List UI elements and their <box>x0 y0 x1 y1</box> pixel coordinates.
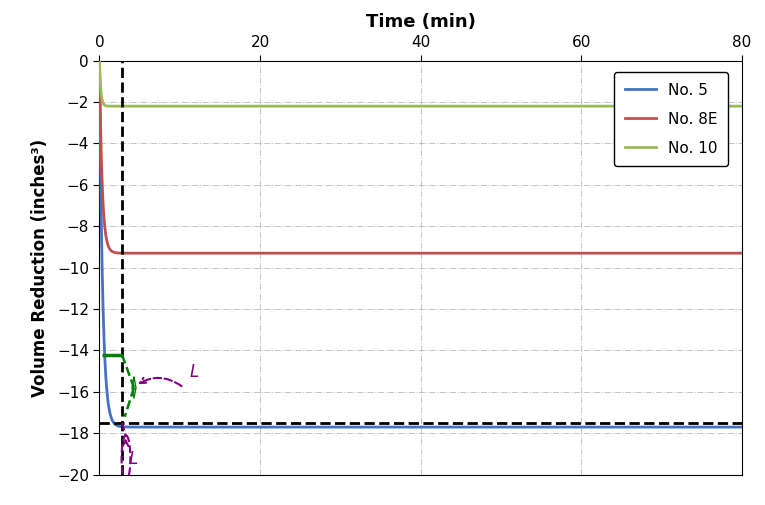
No. 5 <box>623 424 633 430</box>
No. 10 <box>513 103 522 109</box>
Line: No. 8E: No. 8E <box>99 61 742 253</box>
No. 8E <box>623 250 633 256</box>
No. 8E <box>95 58 104 64</box>
No. 5 <box>212 424 221 430</box>
Y-axis label: Volume Reduction (inches³): Volume Reduction (inches³) <box>31 138 48 397</box>
Text: $L$: $L$ <box>190 365 200 381</box>
Line: No. 5: No. 5 <box>99 61 742 427</box>
No. 10 <box>95 58 104 64</box>
No. 10 <box>737 103 747 109</box>
No. 8E <box>513 250 522 256</box>
Text: $L$: $L$ <box>129 451 138 468</box>
No. 5 <box>95 58 104 64</box>
No. 8E <box>575 250 584 256</box>
No. 8E <box>480 250 490 256</box>
No. 8E <box>212 250 221 256</box>
No. 5 <box>340 424 350 430</box>
Line: No. 10: No. 10 <box>99 61 742 106</box>
No. 8E <box>737 250 747 256</box>
No. 10 <box>145 103 155 109</box>
Legend: No. 5, No. 8E, No. 10: No. 5, No. 8E, No. 10 <box>614 72 728 167</box>
No. 5 <box>215 424 224 430</box>
No. 8E <box>195 250 204 256</box>
No. 10 <box>623 103 633 109</box>
X-axis label: Time (min): Time (min) <box>366 13 476 31</box>
No. 5 <box>480 424 490 430</box>
No. 10 <box>480 103 490 109</box>
No. 10 <box>340 103 350 109</box>
No. 10 <box>212 103 221 109</box>
No. 5 <box>575 424 584 430</box>
No. 8E <box>340 250 350 256</box>
No. 5 <box>513 424 522 430</box>
No. 10 <box>575 103 584 109</box>
No. 5 <box>737 424 747 430</box>
